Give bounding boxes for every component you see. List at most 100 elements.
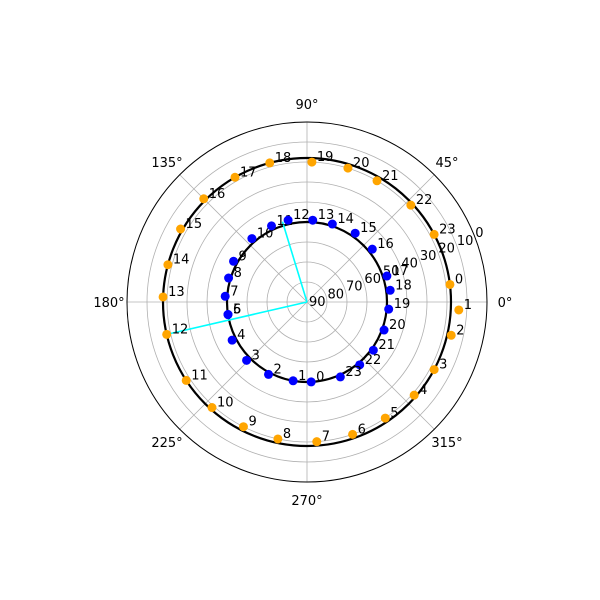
radial-gridline — [146, 141, 468, 463]
data-point — [207, 403, 217, 413]
data-point — [238, 422, 248, 432]
data-label: 6 — [358, 422, 366, 437]
data-point — [355, 360, 365, 370]
radial-tick-label: 10 — [457, 234, 474, 249]
angular-gridline — [306, 301, 435, 430]
data-label: 1 — [298, 369, 306, 384]
direction-line — [281, 221, 308, 303]
data-point — [312, 437, 322, 447]
data-label: 5 — [233, 303, 241, 318]
data-label: 21 — [378, 338, 395, 353]
data-point — [199, 194, 209, 204]
data-point — [307, 157, 317, 167]
data-label: 9 — [248, 415, 256, 430]
data-label: 16 — [209, 187, 226, 202]
radial-gridline — [246, 241, 368, 363]
data-label: 23 — [345, 365, 362, 380]
data-label: 8 — [234, 266, 242, 281]
direction-line — [166, 301, 308, 336]
angle-tick-label: 180° — [93, 296, 124, 311]
data-point — [372, 176, 382, 186]
data-label: 17 — [392, 264, 409, 279]
data-point — [348, 429, 358, 439]
angle-tick-label: 0° — [498, 296, 513, 311]
data-label: 3 — [439, 358, 447, 373]
radial-gridline — [206, 201, 408, 403]
data-point — [162, 329, 172, 339]
data-point — [273, 434, 283, 444]
data-point — [454, 305, 464, 315]
data-label: 12 — [172, 322, 189, 337]
data-point — [220, 291, 230, 301]
data-point — [350, 228, 360, 238]
data-label: 17 — [240, 165, 257, 180]
data-label: 21 — [382, 169, 399, 184]
radial-tick-label: 70 — [346, 280, 363, 295]
reference-circle — [161, 156, 453, 448]
data-label: 15 — [186, 217, 203, 232]
polar-frame — [126, 121, 488, 483]
data-point — [308, 215, 318, 225]
data-point — [368, 345, 378, 355]
data-label: 0 — [455, 272, 463, 287]
data-point — [429, 229, 439, 239]
data-point — [385, 285, 395, 295]
data-label: 15 — [360, 221, 377, 236]
data-point — [181, 375, 191, 385]
radial-tick-label: 90 — [309, 295, 326, 310]
data-point — [306, 377, 316, 387]
data-point — [247, 234, 257, 244]
angle-tick-label: 315° — [431, 436, 462, 451]
radial-tick-label: 40 — [401, 257, 418, 272]
data-label: 10 — [217, 396, 234, 411]
angle-tick-label: 90° — [295, 98, 318, 113]
data-point — [230, 172, 240, 182]
data-point — [343, 163, 353, 173]
data-label: 6 — [233, 303, 241, 318]
data-point — [409, 390, 419, 400]
data-point — [382, 271, 392, 281]
data-point — [265, 158, 275, 168]
data-label: 5 — [390, 406, 398, 421]
angular-gridline — [179, 301, 308, 430]
data-point — [446, 330, 456, 340]
data-label: 11 — [191, 368, 208, 383]
data-label: 10 — [257, 227, 274, 242]
data-point — [429, 365, 439, 375]
data-point — [283, 215, 293, 225]
data-label: 18 — [395, 278, 412, 293]
data-point — [242, 355, 252, 365]
data-label: 7 — [230, 284, 238, 299]
data-label: 12 — [293, 208, 310, 223]
angle-tick-label: 225° — [151, 436, 182, 451]
data-point — [384, 304, 394, 314]
data-point — [176, 224, 186, 234]
data-point — [227, 335, 237, 345]
data-point — [163, 260, 173, 270]
data-point — [264, 369, 274, 379]
radial-gridline — [186, 181, 428, 423]
data-label: 16 — [377, 237, 394, 252]
data-label: 22 — [416, 193, 433, 208]
radial-tick-label: 30 — [420, 249, 437, 264]
data-point — [223, 310, 233, 320]
data-point — [335, 372, 345, 382]
data-label: 4 — [419, 383, 427, 398]
angle-tick-label: 270° — [291, 494, 322, 509]
angle-tick-label: 45° — [435, 156, 458, 171]
data-label: 4 — [237, 328, 245, 343]
data-label: 14 — [173, 253, 190, 268]
data-label: 0 — [316, 370, 324, 385]
data-point — [267, 221, 277, 231]
data-label: 13 — [318, 208, 335, 223]
data-point — [380, 413, 390, 423]
data-point — [367, 244, 377, 254]
data-label: 20 — [353, 156, 370, 171]
data-label: 8 — [283, 427, 291, 442]
data-label: 1 — [464, 298, 472, 313]
data-label: 2 — [274, 362, 282, 377]
data-label: 9 — [239, 249, 247, 264]
data-label: 19 — [394, 297, 411, 312]
data-label: 18 — [275, 151, 292, 166]
